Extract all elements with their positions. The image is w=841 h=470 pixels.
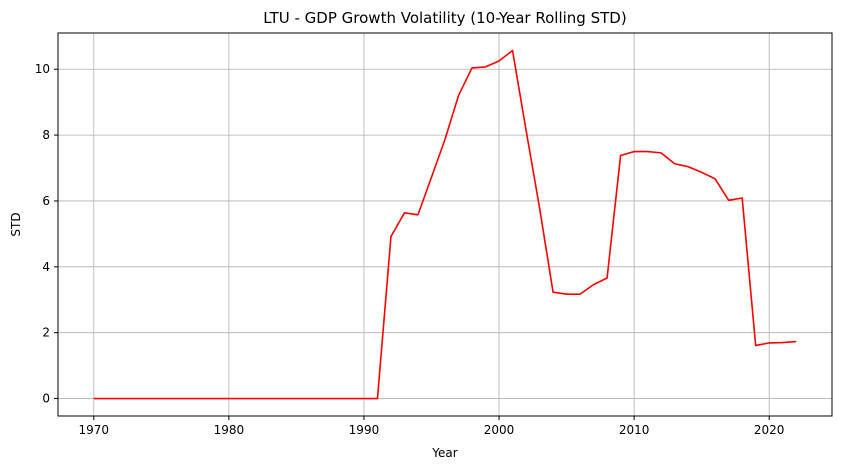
x-tick-label: 2020 — [754, 423, 785, 437]
y-axis-label: STD — [9, 212, 23, 236]
y-tick-label: 0 — [42, 392, 50, 406]
y-tick-label: 2 — [42, 326, 50, 340]
y-axis-ticks: 0 2 4 6 8 10 — [35, 62, 58, 406]
series-line-std — [93, 49, 797, 400]
x-tick-label: 1970 — [79, 423, 110, 437]
y-tick-label: 4 — [42, 260, 50, 274]
x-tick-label: 2010 — [619, 423, 650, 437]
x-tick-label: 2000 — [484, 423, 515, 437]
y-tick-label: 6 — [42, 194, 50, 208]
x-tick-label: 1990 — [349, 423, 380, 437]
x-axis-ticks: 1970 1980 1990 2000 2010 2020 — [79, 416, 785, 437]
y-tick-label: 8 — [42, 128, 50, 142]
y-tick-label: 10 — [35, 62, 50, 76]
plot-frame — [57, 32, 833, 417]
chart-title: LTU - GDP Growth Volatility (10-Year Rol… — [263, 9, 626, 27]
x-tick-label: 1980 — [214, 423, 245, 437]
x-axis-label: Year — [431, 446, 457, 460]
grid-lines — [58, 33, 832, 416]
